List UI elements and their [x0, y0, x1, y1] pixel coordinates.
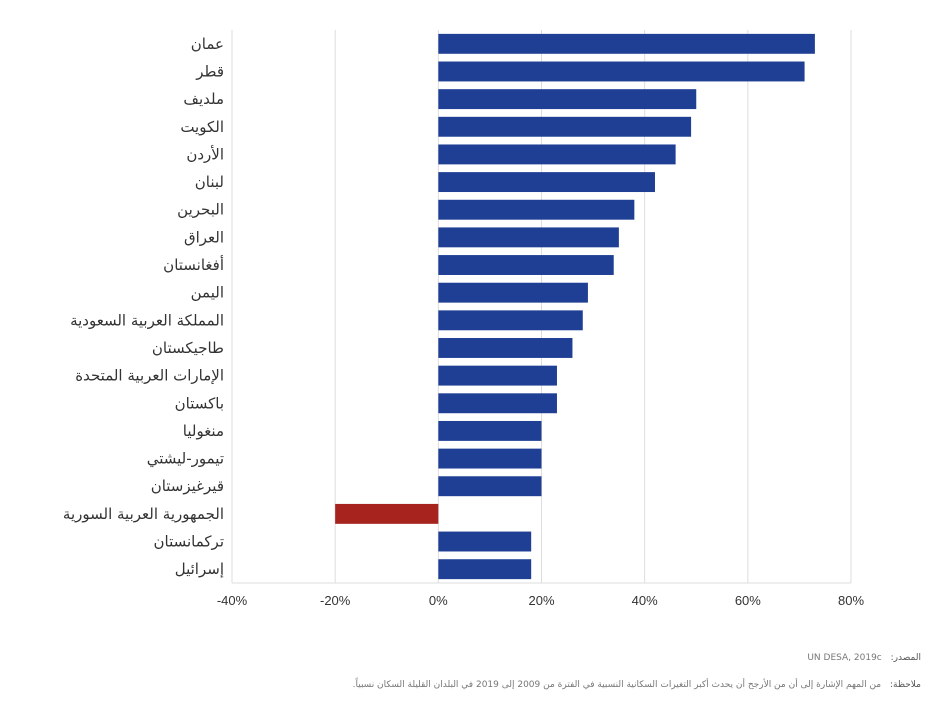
category-label: الكويت: [180, 118, 224, 136]
category-label: تيمور-ليشتي: [147, 450, 224, 469]
bar: [438, 531, 532, 552]
category-label: اليمن: [191, 284, 224, 302]
bar-chart: عمان قطر ملديف الكويت الأردن لبنان البحرين العر…: [63, 30, 865, 608]
source-label: المصدر:: [890, 653, 921, 663]
bar: [438, 89, 697, 110]
category-label: أفغانستان: [163, 255, 224, 274]
category-label: باكستان: [175, 394, 224, 412]
bar: [438, 33, 815, 54]
category-label: عمان: [191, 35, 224, 53]
bar: [438, 338, 573, 358]
x-tick-label: 40%: [632, 593, 658, 608]
x-tick-label: -20%: [320, 593, 351, 608]
bar: [438, 310, 583, 331]
category-label: لبنان: [195, 173, 224, 191]
category-label: الأردن: [186, 144, 224, 163]
note-line: ملاحظة: من المهم الإشارة إلى أن من الأرج…: [353, 680, 921, 690]
source-line: المصدر: UN DESA, 2019c: [807, 653, 921, 663]
bar: [438, 448, 542, 469]
category-labels: عمان قطر ملديف الكويت الأردن لبنان البحرين العر…: [63, 35, 224, 578]
bar: [438, 282, 588, 303]
category-label: البحرين: [177, 201, 224, 219]
x-tick-label: 0%: [429, 593, 448, 608]
bars: [335, 33, 815, 580]
category-label: ملديف: [183, 90, 224, 108]
category-label: قيرغيزستان: [151, 477, 224, 495]
category-label: طاجيكستان: [152, 339, 224, 357]
gridlines: [231, 30, 852, 584]
bar: [438, 116, 692, 137]
category-label: الإمارات العربية المتحدة: [75, 367, 224, 385]
category-label: إسرائيل: [175, 560, 224, 578]
note-label: ملاحظة:: [890, 680, 921, 690]
note-text: من المهم الإشارة إلى أن من الأرجح أن يحد…: [352, 680, 882, 690]
source-text: UN DESA, 2019c: [807, 653, 882, 663]
bar: [438, 255, 614, 275]
category-label: قطر: [195, 62, 224, 80]
bar: [438, 476, 542, 497]
bar: [438, 393, 557, 414]
x-tick-label: 60%: [735, 593, 761, 608]
x-tick-label: -40%: [217, 593, 248, 608]
bar: [438, 199, 635, 220]
bar: [438, 365, 557, 386]
bar: [335, 503, 439, 524]
bar: [438, 559, 532, 580]
bar: [438, 420, 542, 441]
category-label: منغوليا: [183, 422, 224, 440]
x-tick-labels: -40% -20% 0% 20% 40% 60% 80%: [217, 593, 865, 608]
bar: [438, 227, 619, 248]
x-tick-label: 20%: [528, 593, 554, 608]
category-label: الجمهورية العربية السورية: [63, 505, 224, 523]
bar: [438, 61, 805, 82]
x-tick-label: 80%: [838, 593, 864, 608]
bar: [438, 172, 655, 193]
bar: [438, 144, 676, 165]
category-label: تركمانستان: [153, 533, 224, 551]
category-label: المملكة العربية السعودية: [70, 311, 224, 329]
category-label: العراق: [184, 228, 224, 246]
